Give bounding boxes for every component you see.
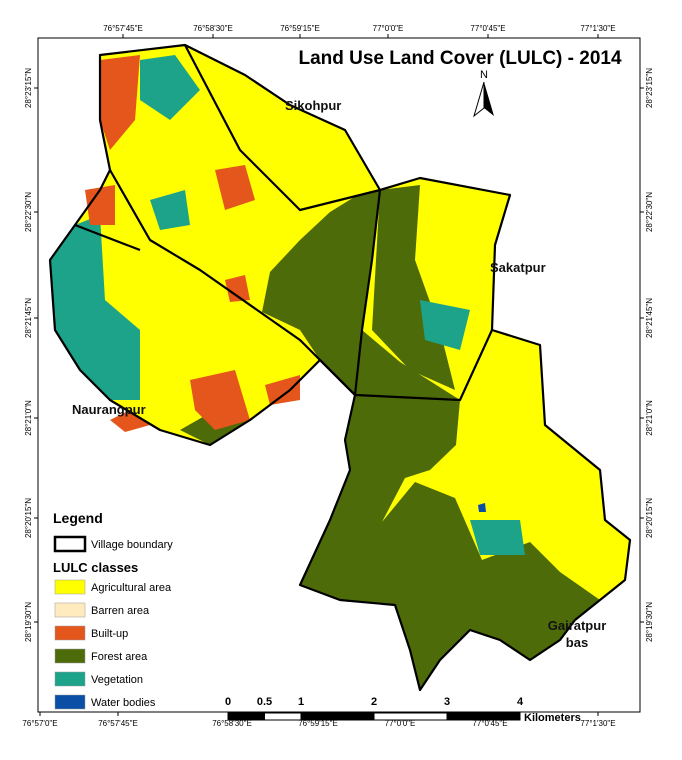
right-coordinate: 28°22'30"N (645, 192, 654, 232)
scale-unit: Kilometers (524, 712, 581, 724)
left-coordinate: 28°21'45"N (24, 298, 33, 338)
top-coordinate: 77°0'0"E (373, 24, 404, 33)
top-coordinate: 77°1'30"E (580, 24, 615, 33)
top-coordinate: 76°58'30"E (193, 24, 233, 33)
north-arrow: N (473, 69, 494, 118)
legend-swatch (54, 671, 86, 687)
left-coordinate: 28°23'15"N (24, 68, 33, 108)
built-up (110, 410, 150, 432)
bottom-coordinate: 76°58'30"E (212, 719, 252, 728)
north-arrow-half (484, 82, 494, 116)
top-coordinate: 77°0'45"E (470, 24, 505, 33)
vegetation (420, 300, 470, 350)
built-up (190, 370, 250, 430)
top-coordinate: 76°59'15"E (280, 24, 320, 33)
village-label: Sikohpur (285, 98, 341, 113)
scale-label: 3 (444, 696, 450, 708)
north-arrow-half (473, 81, 485, 118)
legend-swatch (54, 625, 86, 641)
village-label: Sakatpur (490, 260, 546, 275)
built-up (265, 375, 300, 405)
left-coordinate: 28°20'15"N (24, 498, 33, 538)
vegetation (470, 520, 525, 555)
village-label: bas (566, 635, 588, 650)
right-coordinate: 28°21'45"N (645, 298, 654, 338)
map-title: Land Use Land Cover (LULC) - 2014 (298, 48, 621, 69)
legend-label: Village boundary (91, 539, 173, 551)
vegetation (140, 55, 200, 120)
bottom-coordinate: 77°0'0"E (385, 719, 416, 728)
right-coordinate: 28°21'0"N (645, 400, 654, 436)
scale-label: 4 (517, 696, 524, 708)
bottom-coordinate: 77°1'30"E (580, 719, 615, 728)
scale-segment (300, 712, 375, 721)
legend: Legend Village boundary LULC classes (53, 510, 173, 575)
vegetation (50, 215, 140, 400)
legend-label: Barren area (91, 605, 150, 617)
built-up (100, 55, 140, 150)
legend-title: Legend (53, 510, 103, 526)
scale-label: 0.5 (257, 696, 272, 708)
scale-segment (446, 712, 521, 721)
water-bodies (478, 503, 486, 512)
scale-label: 1 (298, 696, 304, 708)
legend-label: Water bodies (91, 697, 156, 709)
scale-segment (227, 712, 265, 721)
right-coordinate: 28°19'30"N (645, 602, 654, 642)
built-up (215, 165, 255, 210)
left-coordinate: 28°19'30"N (24, 602, 33, 642)
legend-swatch (54, 602, 86, 618)
left-coordinate: 28°22'30"N (24, 192, 33, 232)
bottom-coordinate: 77°0'45"E (472, 719, 507, 728)
legend-label: Agricultural area (91, 582, 172, 594)
left-coordinate: 28°21'0"N (24, 400, 33, 436)
village-label: Gairatpur (548, 618, 607, 633)
legend-swatch (54, 694, 86, 710)
bottom-coordinate: 76°57'0"E (22, 719, 57, 728)
legend-label: Vegetation (91, 674, 143, 686)
scale-segment (264, 712, 302, 721)
legend-label: Forest area (91, 651, 148, 663)
legend-label: Built-up (91, 628, 128, 640)
right-coordinate: 28°23'15"N (645, 68, 654, 108)
built-up (225, 275, 250, 302)
lulc-map (48, 43, 632, 692)
legend-swatch (54, 579, 86, 595)
village-boundary (48, 43, 632, 692)
built-up (85, 185, 115, 225)
right-coordinate: 28°20'15"N (645, 498, 654, 538)
village-label: Naurangpur (72, 402, 146, 417)
bottom-coordinate: 76°59'15"E (298, 719, 338, 728)
scale-label: 2 (371, 696, 377, 708)
scale-segment (373, 712, 448, 721)
legend-swatch (53, 535, 87, 553)
vegetation (150, 190, 190, 230)
top-coordinate: 76°57'45"E (103, 24, 143, 33)
legend-subtitle: LULC classes (53, 560, 138, 575)
bottom-coordinate: 76°57'45"E (98, 719, 138, 728)
legend-swatch (54, 648, 86, 664)
north-label: N (480, 69, 488, 81)
village-boundary (74, 44, 494, 402)
scale-label: 0 (225, 696, 231, 708)
forest-area (262, 190, 600, 690)
